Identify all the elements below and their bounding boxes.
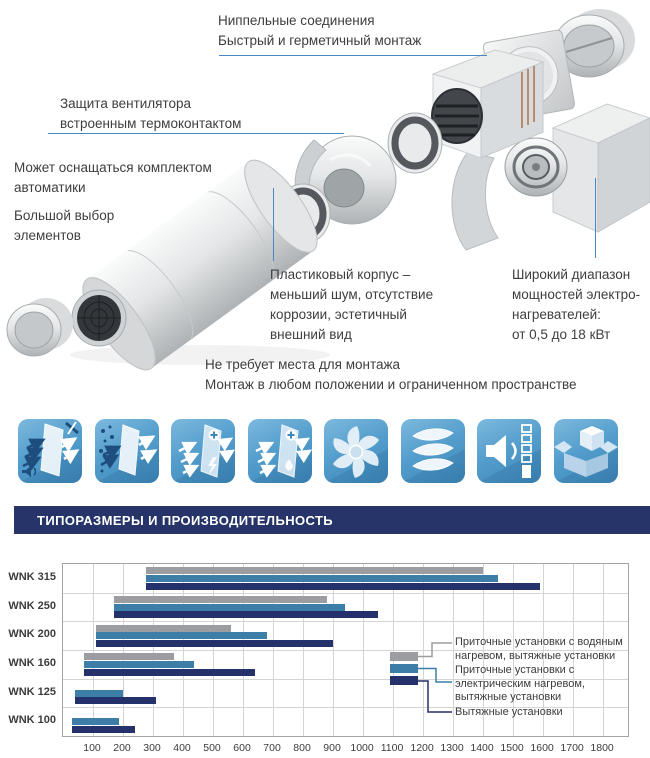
fan-volute-part	[294, 135, 397, 225]
section-banner: ТИПОРАЗМЕРЫ И ПРОИЗВОДИТЕЛЬНОСТЬ	[14, 506, 650, 534]
callout-wide-choice: Большой выбор элементов	[14, 208, 115, 243]
category-label: WNK 250	[8, 599, 56, 612]
x-tick-label: 1100	[380, 742, 404, 754]
chart-legend: Приточные установки с водяным нагревом, …	[388, 630, 650, 758]
callout-line-nipple	[219, 55, 487, 56]
legend-connector-lines	[418, 642, 452, 713]
bar-wnk-160-series1	[84, 661, 194, 668]
electric-heating-icon	[171, 419, 235, 483]
x-tick-label: 800	[293, 742, 311, 754]
capacity-chart: WNK 315 WNK 250 WNK 200 WNK 160 WNK 125 WNK 1…	[0, 548, 650, 758]
callout-line-plastic-case	[273, 188, 274, 261]
bar-wnk-125-series1	[75, 689, 123, 697]
water-heating-icon	[247, 419, 312, 483]
row-separator	[63, 678, 628, 680]
x-tick-label: 700	[263, 742, 281, 754]
x-tick-label: 1200	[410, 742, 434, 754]
x-tick-label: 1500	[500, 742, 524, 754]
category-label: WNK 200	[8, 628, 56, 641]
x-tick-label: 1600	[530, 742, 554, 754]
legend-label-exhaust: Вытяжные установки	[455, 706, 563, 718]
callout-nipple-connections: Ниппельные соединения Быстрый и герметич…	[218, 13, 422, 48]
x-tick-label: 100	[83, 742, 101, 754]
heater-box-part	[431, 49, 545, 159]
bar-wnk-200-series0	[96, 624, 232, 632]
impeller-icon	[400, 419, 465, 483]
section-banner-title: ТИПОРАЗМЕРЫ И ПРОИЗВОДИТЕЛЬНОСТЬ	[37, 512, 334, 528]
bar-wnk-250-series0	[114, 595, 328, 603]
callout-plastic-case: Пластиковый корпус – меньший шум, отсутс…	[270, 267, 434, 342]
legend-label-electric-heating: Приточные установки с электрическим нагр…	[455, 664, 585, 703]
exploded-view-illustration	[6, 9, 650, 371]
x-tick-label: 400	[173, 742, 191, 754]
bar-wnk-250-series2	[114, 611, 379, 619]
compact-package-icon	[553, 419, 618, 483]
x-tick-label: 1700	[560, 742, 584, 754]
x-tick-label: 1000	[350, 742, 374, 754]
damper-part	[553, 9, 635, 78]
row-separator	[63, 650, 628, 651]
callout-mounting: Не требует места для монтажа Монтаж в лю…	[205, 357, 577, 392]
x-tick-label: 1800	[590, 742, 614, 754]
callout-fan-protection: Защита вентилятора встроенным термоконта…	[60, 96, 242, 131]
category-label: WNK 160	[8, 657, 56, 669]
silencer-icon	[18, 419, 82, 483]
legend-swatch-water-heating	[390, 652, 418, 661]
x-tick-label: 300	[143, 742, 161, 754]
category-label: WNK 125	[8, 685, 56, 698]
low-noise-icon	[477, 419, 541, 483]
bar-wnk-200-series2	[96, 640, 334, 648]
bar-wnk-315-series2	[145, 582, 541, 590]
x-tick-label: 900	[323, 742, 341, 754]
legend-label-water-heating: Приточные установки с водяным нагревом, …	[455, 636, 623, 662]
bar-wnk-200-series1	[96, 632, 268, 640]
row-separator	[63, 592, 628, 594]
bar-wnk-100-series2	[72, 726, 135, 734]
callout-line-heater-range	[595, 178, 596, 258]
category-label: WNK 100	[8, 714, 56, 727]
bracket-part	[451, 151, 499, 251]
x-tick-label: 1400	[470, 742, 494, 754]
bar-wnk-125-series2	[75, 697, 156, 705]
row-separator	[63, 707, 628, 709]
x-tick-label: 1300	[440, 742, 464, 754]
x-tick-label: 600	[233, 742, 251, 754]
feature-icons-row	[18, 419, 618, 483]
bar-wnk-100-series1	[72, 718, 119, 726]
legend-swatch-exhaust	[390, 676, 418, 685]
x-tick-label: 500	[203, 742, 221, 754]
end-cap-part	[6, 298, 73, 357]
fan-icon	[324, 419, 388, 483]
x-tick-label: 200	[113, 742, 131, 754]
legend-swatch-electric-heating	[390, 664, 418, 673]
row-separator	[63, 621, 628, 623]
category-label: WNK 315	[8, 571, 56, 583]
bar-wnk-315-series0	[145, 567, 484, 575]
bar-wnk-160-series0	[84, 653, 175, 661]
bar-wnk-315-series1	[145, 575, 499, 582]
heater-big-box-part	[551, 103, 650, 233]
callout-heater-range: Широкий диапазон мощностей электро- нагр…	[512, 267, 641, 342]
round-fan-part	[504, 137, 568, 197]
plot-area	[62, 563, 629, 737]
clamp-ring-part	[387, 112, 443, 174]
mesh-disc-part	[71, 289, 127, 347]
filtration-icon	[94, 419, 159, 483]
callout-line-fan-protection	[48, 133, 344, 134]
callout-automation: Может оснащаться комплектом автоматики	[14, 160, 212, 195]
bar-wnk-160-series2	[84, 668, 256, 676]
bar-wnk-250-series1	[114, 603, 346, 611]
